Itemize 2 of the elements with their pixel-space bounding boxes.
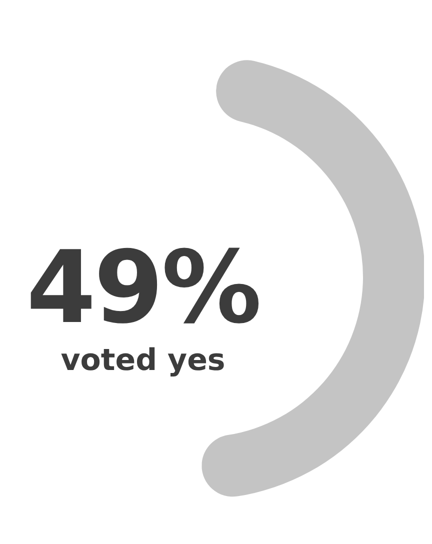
- text: voted yes: [60, 343, 226, 379]
- text: 49%: [25, 229, 261, 346]
